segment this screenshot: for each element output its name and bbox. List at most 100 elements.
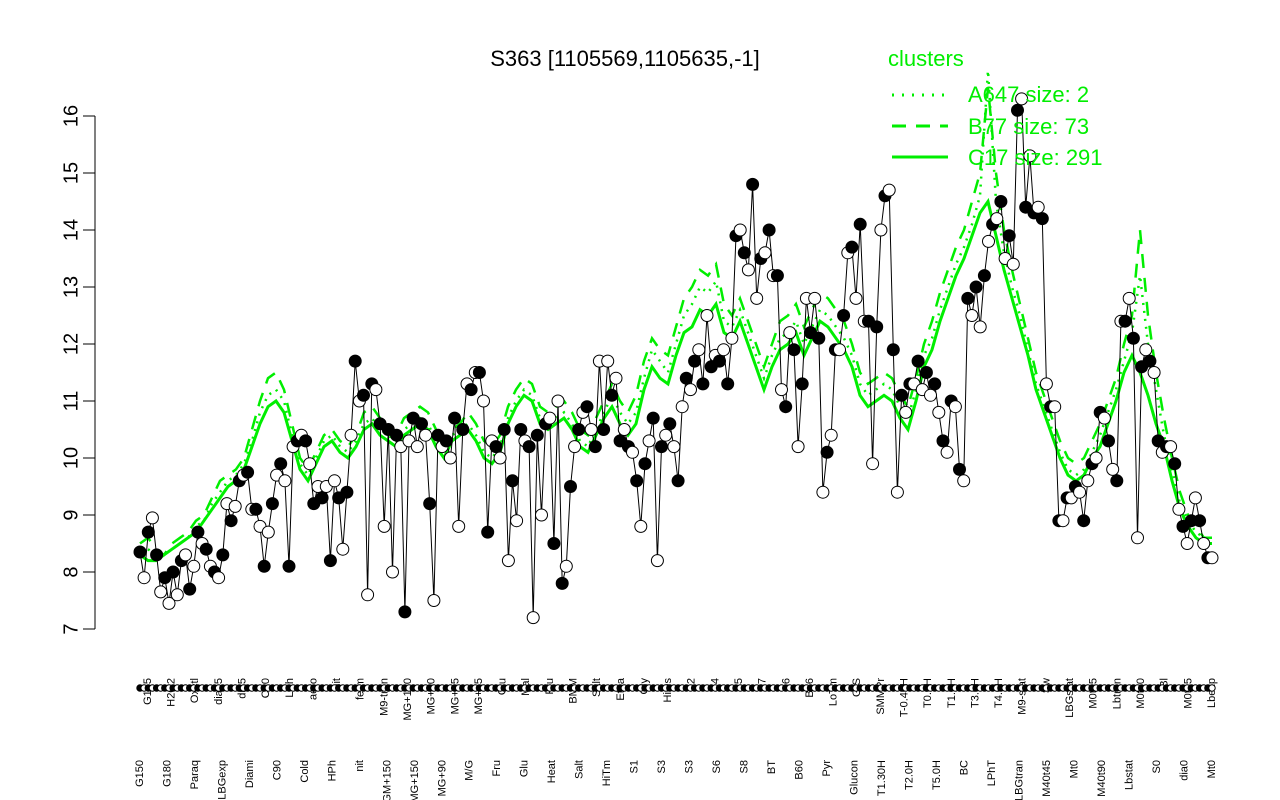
x-tick-label: T0.0H [922, 678, 934, 708]
data-point [684, 383, 697, 397]
data-point [961, 291, 975, 305]
x-tick-label: MG+90 [436, 760, 448, 796]
data-point [282, 559, 296, 573]
data-point [601, 354, 615, 368]
data-point [1197, 537, 1211, 550]
x-tick-label: nit [331, 678, 343, 690]
data-point [642, 434, 656, 448]
x-tick-label: M/G [464, 760, 476, 781]
data-point [448, 411, 462, 425]
data-point [497, 423, 511, 436]
data-point [679, 371, 693, 385]
data-point [1089, 451, 1103, 465]
y-axis: 7 8 9 10 11 12 13 14 15 16 [60, 105, 96, 635]
data-point [928, 377, 942, 391]
y-tick-label: 11 [60, 391, 82, 412]
data-point [770, 269, 784, 283]
rug-marks [136, 684, 1216, 692]
x-tick-label: Mt0 [1206, 760, 1218, 778]
data-point [506, 474, 519, 488]
x-tick-label: BC [959, 760, 971, 775]
data-point [758, 246, 772, 260]
data-point [410, 440, 424, 454]
x-tick-label: M9-stat [1017, 678, 1029, 715]
x-tick-label: LBGtran [1014, 760, 1026, 800]
data-point [812, 331, 826, 345]
data-point [824, 428, 838, 442]
data-point [390, 428, 404, 442]
data-point [526, 611, 540, 625]
data-point [737, 246, 751, 260]
data-point [634, 519, 648, 533]
data-point [535, 508, 548, 522]
x-tick-label: M40t45 [1041, 760, 1053, 797]
data-point [659, 428, 673, 442]
x-tick-label: T5.0H [931, 760, 943, 790]
data-point [303, 457, 317, 471]
data-point [953, 462, 966, 476]
x-tick-label: MG+60 [426, 678, 438, 714]
data-point [605, 388, 619, 402]
data-point [1097, 411, 1111, 425]
x-tick-label: Bl [1159, 678, 1171, 688]
data-point [940, 445, 954, 459]
x-tick-label: HPh [326, 760, 338, 781]
x-tick-label: nit [354, 760, 366, 772]
data-point [1139, 343, 1153, 357]
data-point [323, 554, 337, 568]
x-tick-label: M0t45 [1088, 678, 1100, 709]
legend-entry-b77: B77 size: 73 [968, 114, 1089, 139]
data-point [696, 377, 710, 391]
x-tick-label: M0t90 [1135, 678, 1147, 709]
data-point [1023, 149, 1037, 163]
data-point [572, 423, 586, 436]
data-point [882, 183, 896, 197]
data-point [808, 291, 822, 305]
y-tick-label: 15 [60, 162, 82, 184]
x-tick-label: S3 [656, 760, 668, 773]
legend-entry-c17: C17 size: 291 [968, 145, 1103, 170]
x-tick-label: SMMPr [875, 678, 887, 715]
data-point [1039, 377, 1053, 391]
data-point [530, 428, 544, 442]
data-point [551, 394, 565, 408]
data-point [663, 417, 677, 431]
x-tick-label: HiTm [601, 760, 613, 786]
data-point [348, 354, 362, 368]
data-points [133, 92, 1219, 625]
x-tick-label: S0 [1151, 760, 1163, 773]
data-point [911, 354, 925, 368]
x-tick-label: LoTm [828, 678, 840, 706]
data-point [162, 596, 176, 610]
data-point [501, 554, 515, 568]
x-tick-label: M0t45 [1182, 678, 1194, 709]
data-point [969, 280, 983, 294]
data-point [899, 405, 913, 419]
data-point [199, 542, 213, 556]
y-tick-label: 8 [60, 566, 82, 577]
data-point [145, 511, 159, 525]
data-point [179, 548, 192, 562]
data-point [183, 582, 197, 596]
x-tick-label: T2.0H [904, 760, 916, 790]
data-point [713, 354, 726, 368]
data-point [377, 519, 391, 533]
data-point [261, 525, 275, 539]
data-point [1056, 514, 1070, 528]
data-point [994, 195, 1008, 208]
data-point [427, 594, 441, 607]
data-point [415, 417, 428, 431]
data-point [791, 440, 805, 454]
data-point [626, 445, 639, 459]
data-point [741, 263, 755, 277]
data-point [386, 565, 399, 579]
data-point [369, 383, 383, 397]
data-point [340, 485, 354, 499]
data-point [464, 383, 478, 397]
x-tick-label: LPhT [986, 760, 998, 787]
data-point [990, 212, 1004, 226]
data-point [617, 423, 631, 436]
data-point [456, 423, 470, 436]
x-tick-label: M40t90 [1096, 760, 1108, 797]
data-point [510, 514, 524, 528]
